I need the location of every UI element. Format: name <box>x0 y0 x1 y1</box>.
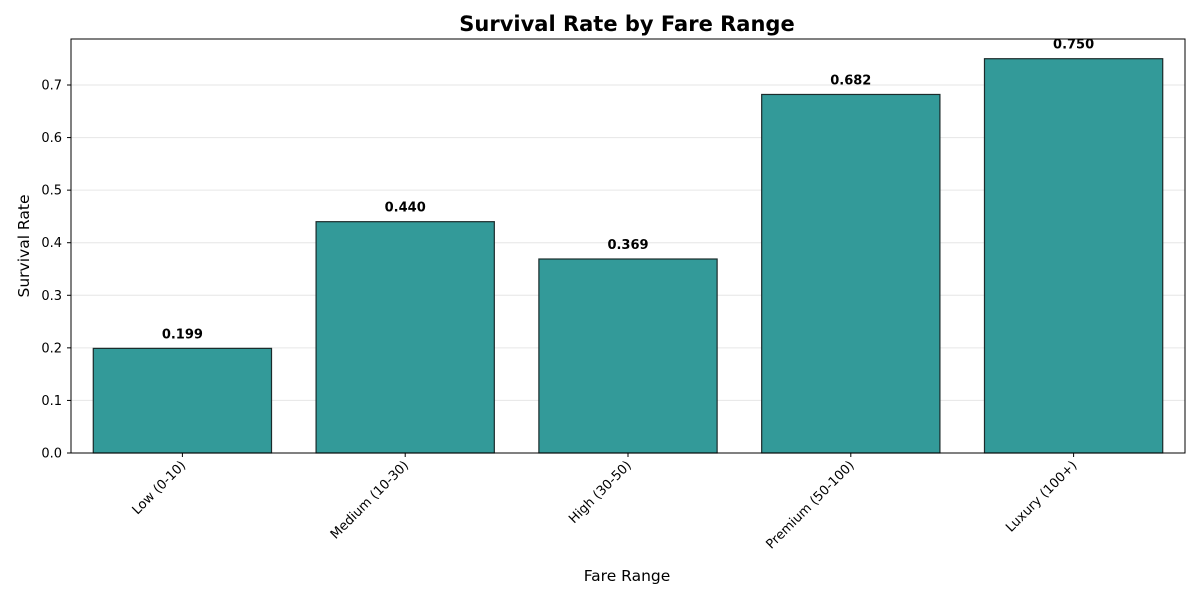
x-tick-label: Low (0-10) <box>130 458 190 518</box>
y-axis: 0.0 0.1 0.2 0.3 0.4 0.5 0.6 0.7 <box>41 79 71 462</box>
chart-title: Survival Rate by Fare Range <box>459 12 794 36</box>
bar <box>761 93 941 454</box>
x-tick-label: Premium (50-100) <box>763 458 857 552</box>
bar <box>315 221 495 454</box>
y-axis-label: Survival Rate <box>15 195 33 298</box>
y-tick-label: 0.1 <box>41 394 62 409</box>
y-tick-label: 0.7 <box>41 79 62 94</box>
y-tick-label: 0.2 <box>41 341 62 356</box>
y-tick-label: 0.3 <box>41 289 62 304</box>
x-tick-label: Medium (10-30) <box>328 458 412 542</box>
y-tick-label: 0.6 <box>41 131 62 146</box>
x-tick-label: High (30-50) <box>566 458 635 527</box>
x-tick-label: Luxury (100+) <box>1003 458 1080 535</box>
plot-frame <box>70 38 1186 454</box>
bar <box>92 347 273 454</box>
y-tick-label: 0.5 <box>41 184 62 199</box>
bar <box>538 258 718 454</box>
x-axis: Low (0-10) Medium (10-30) High (30-50) Prem… <box>130 453 1080 552</box>
data-labels: 0.199 0.440 0.369 0.682 0.750 <box>162 38 1094 343</box>
bar-value-label: 0.750 <box>1053 38 1094 53</box>
y-tick-label: 0.0 <box>41 447 62 462</box>
y-tick-label: 0.4 <box>41 236 62 251</box>
bar-value-label: 0.682 <box>830 73 871 88</box>
x-axis-label: Fare Range <box>584 567 671 585</box>
bar <box>983 58 1164 454</box>
bars <box>92 58 1164 454</box>
bar-value-label: 0.199 <box>162 327 203 342</box>
bar-value-label: 0.369 <box>607 238 648 253</box>
bar-value-label: 0.440 <box>385 201 426 216</box>
